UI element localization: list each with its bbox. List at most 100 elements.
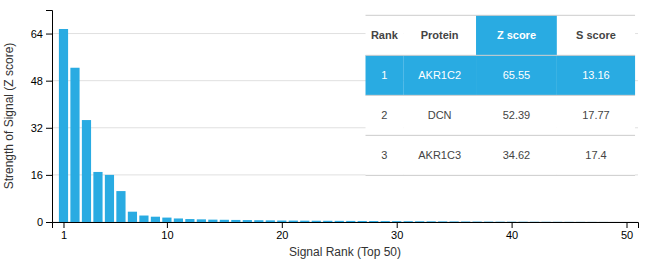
bar — [82, 120, 91, 222]
axis-line — [53, 223, 639, 229]
tick: 20 — [276, 222, 288, 241]
table-header: Protein — [421, 29, 459, 41]
table-cell — [366, 55, 404, 95]
table-rule — [366, 55, 636, 56]
bars — [59, 29, 631, 222]
tick-mark — [397, 222, 398, 228]
table-header: Z score — [497, 29, 536, 41]
bar — [381, 221, 390, 222]
bar — [507, 221, 516, 222]
tick: 64 — [31, 28, 52, 40]
tick: 0 — [37, 216, 52, 228]
table-cell — [557, 95, 635, 135]
bar — [116, 191, 125, 222]
tick-label: 32 — [31, 122, 43, 134]
tick-mark — [63, 222, 64, 228]
bar — [553, 221, 562, 222]
table-rule — [366, 95, 636, 96]
bar — [564, 221, 573, 222]
table-text: AKR1C2 — [418, 69, 461, 81]
tick-mark — [512, 222, 513, 228]
bar — [139, 216, 148, 222]
tick-mark — [627, 222, 628, 228]
tick-mark — [167, 222, 168, 228]
table-cell — [557, 135, 635, 175]
bar — [404, 221, 413, 222]
bar — [323, 221, 332, 222]
table-cell — [476, 135, 557, 175]
bar — [427, 221, 436, 222]
bar — [312, 221, 321, 222]
table-text: 2 — [381, 109, 387, 121]
tick-label: 50 — [621, 229, 633, 241]
table-cell — [366, 15, 404, 55]
bar — [300, 221, 309, 222]
bar — [450, 221, 459, 222]
tick-label: 10 — [161, 229, 173, 241]
bar — [610, 221, 619, 222]
bar — [461, 221, 470, 222]
bar — [243, 220, 252, 222]
tick: 30 — [391, 222, 403, 241]
table-text: 1 — [381, 69, 387, 81]
table-cell — [403, 95, 476, 135]
y-axis: 0 16 32 48 64 — [31, 11, 53, 229]
tick-label: 20 — [276, 229, 288, 241]
bar — [151, 217, 160, 222]
tick: 50 — [621, 222, 633, 241]
bar — [473, 221, 482, 222]
bar — [622, 221, 631, 222]
bar — [335, 221, 344, 222]
table-text: 34.62 — [503, 149, 531, 161]
bar — [519, 221, 528, 222]
x-axis-title: Signal Rank (Top 50) — [289, 245, 401, 259]
bar — [185, 219, 194, 222]
bar — [438, 221, 447, 222]
axis-line — [46, 11, 53, 223]
bar — [59, 29, 68, 222]
table-rule — [366, 175, 636, 176]
bar — [266, 220, 275, 222]
tick: 16 — [31, 169, 52, 181]
tick-mark — [46, 175, 52, 176]
table-cell — [476, 55, 557, 95]
bar — [289, 221, 298, 222]
tick-label: 48 — [31, 75, 43, 87]
bar — [174, 218, 183, 222]
tick: 10 — [161, 222, 173, 241]
bar — [208, 220, 217, 222]
table-text: 65.55 — [503, 69, 531, 81]
table-cell — [476, 15, 557, 55]
tick-label: 40 — [506, 229, 518, 241]
bar — [530, 221, 539, 222]
table-text: AKR1C3 — [418, 149, 461, 161]
bar — [484, 221, 493, 222]
bar — [128, 212, 137, 222]
table-text: 3 — [381, 149, 387, 161]
bar — [369, 221, 378, 222]
tick: 32 — [31, 122, 52, 134]
table-rule — [366, 15, 636, 16]
tick-mark — [46, 222, 52, 223]
bar — [496, 221, 505, 222]
bar — [197, 219, 206, 222]
table-text: 52.39 — [503, 109, 531, 121]
table-text: 13.16 — [582, 69, 610, 81]
table-cell — [476, 95, 557, 135]
bar — [415, 221, 424, 222]
tick-label: 30 — [391, 229, 403, 241]
table-rule — [366, 135, 636, 136]
table-cell — [366, 95, 404, 135]
bar — [105, 175, 114, 222]
table-text: DCN — [428, 109, 452, 121]
bar — [541, 221, 550, 222]
tick-mark — [282, 222, 283, 228]
tick: 48 — [31, 75, 52, 87]
tick-label: 0 — [37, 216, 43, 228]
tick-mark — [46, 34, 52, 35]
table: RankProteinZ scoreS score1AKR1C265.5513.… — [366, 15, 636, 175]
plot-area: 11020304050016324864RankProteinZ scoreS … — [31, 11, 639, 241]
table-cell — [403, 135, 476, 175]
table-cell — [403, 15, 476, 55]
tick-mark — [46, 81, 52, 82]
